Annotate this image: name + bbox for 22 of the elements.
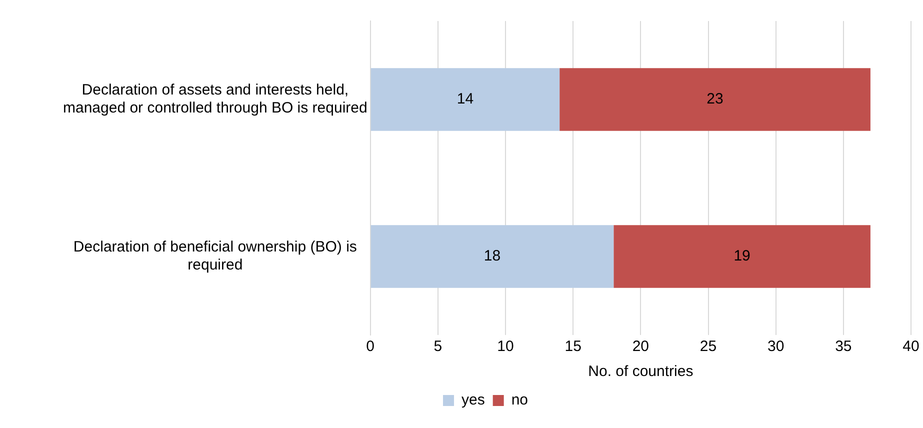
x-tick-label: 20 bbox=[632, 338, 650, 356]
x-tick-label: 15 bbox=[564, 338, 582, 356]
bar bbox=[614, 225, 870, 288]
legend-label: yes bbox=[461, 392, 485, 409]
data-label: 14 bbox=[456, 90, 474, 108]
data-label: 23 bbox=[706, 90, 724, 108]
bar bbox=[370, 225, 614, 288]
data-label: 18 bbox=[484, 248, 501, 265]
x-tick-label: 0 bbox=[366, 338, 375, 356]
x-tick-label: 30 bbox=[767, 338, 784, 356]
legend-label: no bbox=[511, 392, 528, 409]
x-tick-label: 25 bbox=[700, 338, 717, 356]
x-tick-label: 5 bbox=[434, 338, 442, 356]
x-tick-label: 10 bbox=[497, 338, 514, 356]
x-tick-label: 40 bbox=[902, 338, 920, 356]
y-tick-label: Declaration of assets and interests held, managed or controlled through BO is required bbox=[63, 82, 368, 117]
x-tick-label: 35 bbox=[835, 338, 852, 356]
data-label: 19 bbox=[734, 248, 750, 265]
y-tick-label: Declaration of beneficial ownership (BO) is required bbox=[73, 238, 357, 274]
bar bbox=[560, 68, 870, 131]
x-axis-title: No. of countries bbox=[588, 363, 694, 380]
bar bbox=[370, 68, 560, 131]
